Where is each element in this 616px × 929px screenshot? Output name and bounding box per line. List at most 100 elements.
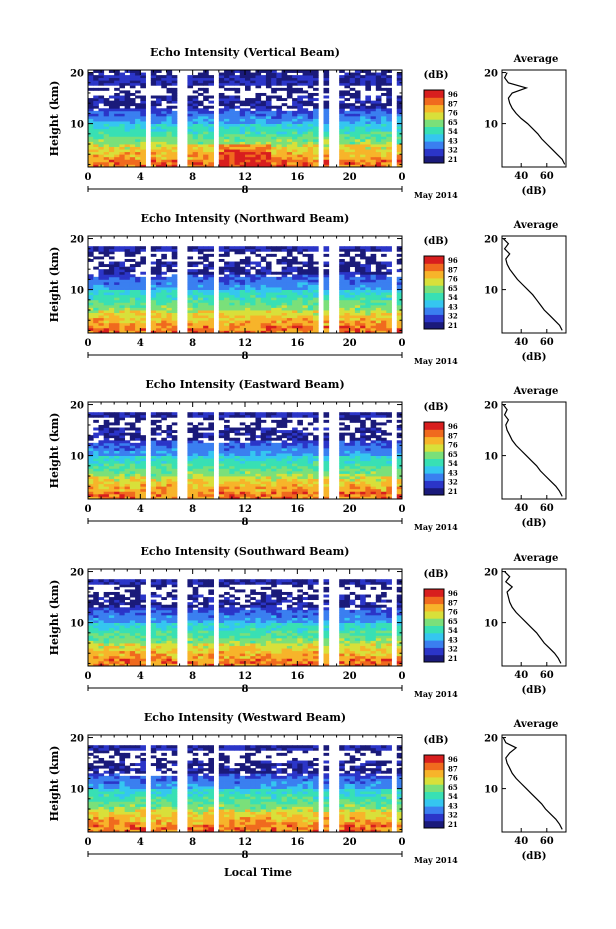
heatmap-cell [245,297,251,301]
heatmap-cell [344,310,351,313]
heatmap-cell [370,248,377,252]
heatmap-cell [140,289,146,293]
heatmap-cell [297,98,303,102]
heatmap-cell [250,113,256,117]
heatmap-cell [354,481,361,485]
heatmap-cell [297,75,303,79]
heatmap-cell [108,327,115,331]
heatmap-cell [119,90,126,94]
heatmap-cell [239,75,246,79]
heatmap-cell [255,317,262,321]
heatmap-cell [124,156,131,160]
heatmap-cell [276,131,283,135]
heatmap-cell [166,304,173,308]
heatmap-cell [375,427,382,431]
heatmap-cell [124,320,131,324]
heatmap-cell [103,473,110,477]
heatmap-cell [245,141,251,145]
heatmap-cell [250,126,256,130]
heatmap-cell [114,435,120,439]
heatmap-cell [119,98,126,102]
heatmap-cell [171,138,178,142]
heatmap-cell [307,453,314,456]
heatmap-cell [281,481,288,485]
heatmap-cell [339,294,345,298]
heatmap-cell [224,473,230,477]
heatmap-cell [88,110,94,114]
heatmap-cell [124,287,131,290]
heatmap-cell [234,246,241,250]
heatmap-cell [323,279,330,283]
colorbar-swatch [424,307,444,315]
heatmap-cell [129,80,136,84]
heatmap-cell [135,90,141,94]
heatmap-cell [245,271,251,275]
heatmap-cell [260,281,267,285]
heatmap-cell [276,455,283,459]
heatmap-cell [197,146,204,150]
heatmap-cell [156,276,162,280]
heatmap-cell [286,133,293,137]
heatmap-cell [370,289,377,293]
heatmap-cell [386,289,392,293]
heatmap-cell [239,465,246,469]
heatmap-cell [93,98,99,102]
heatmap-cell [344,481,351,485]
heatmap-cell [286,154,293,158]
heatmap-cell [161,108,167,112]
heatmap-cell [135,419,141,423]
heatmap-cell [234,493,241,497]
heatmap-cell [208,287,214,290]
heatmap-cell [339,473,345,477]
x-tick-label: 0 [85,172,92,183]
heatmap-cell [150,317,157,321]
heatmap-cell [161,279,167,283]
heatmap-cell [103,287,110,290]
heatmap-cell [88,105,94,109]
heatmap-cell [286,322,293,326]
heatmap-cell [150,310,157,313]
heatmap-cell [140,440,146,444]
heatmap-cell [313,437,319,441]
heatmap-cell [229,470,235,474]
heatmap-cell [265,488,272,492]
heatmap-cell [265,113,272,117]
heatmap-cell [349,141,356,145]
heatmap-cell [135,131,141,135]
heatmap-cell [129,108,136,112]
heatmap-cell [150,123,157,127]
heatmap-cell [135,330,141,334]
heatmap-cell [229,310,235,313]
heatmap-cell [140,320,146,324]
heatmap-cell [271,131,277,135]
heatmap-cell [135,136,141,140]
heatmap-cell [166,432,173,436]
heatmap-cell [349,465,356,469]
heatmap-cell [381,253,387,257]
heatmap-cell [119,297,126,301]
heatmap-cell [129,481,136,485]
heatmap-cell [323,128,330,132]
heatmap-cell [292,310,298,313]
heatmap-cell [114,307,120,311]
heatmap-cell [396,72,403,76]
heatmap-cell [108,103,115,107]
heatmap-cell [286,284,293,288]
heatmap-cell [354,327,361,331]
heatmap-cell [307,299,314,303]
heatmap-cell [313,473,319,477]
heatmap-cell [103,289,110,293]
heatmap-cell [245,144,251,147]
heatmap-cell [114,146,120,150]
heatmap-cell [150,100,157,104]
heatmap-cell [197,154,204,158]
heatmap-cell [108,248,115,252]
heatmap-cell [98,292,105,296]
heatmap-cell [354,297,361,301]
heatmap-cell [344,476,351,479]
heatmap-cell [161,156,167,160]
heatmap-cell [271,491,277,495]
heatmap-cell [302,307,309,311]
heatmap-cell [265,287,272,290]
heatmap-cell [187,493,194,497]
